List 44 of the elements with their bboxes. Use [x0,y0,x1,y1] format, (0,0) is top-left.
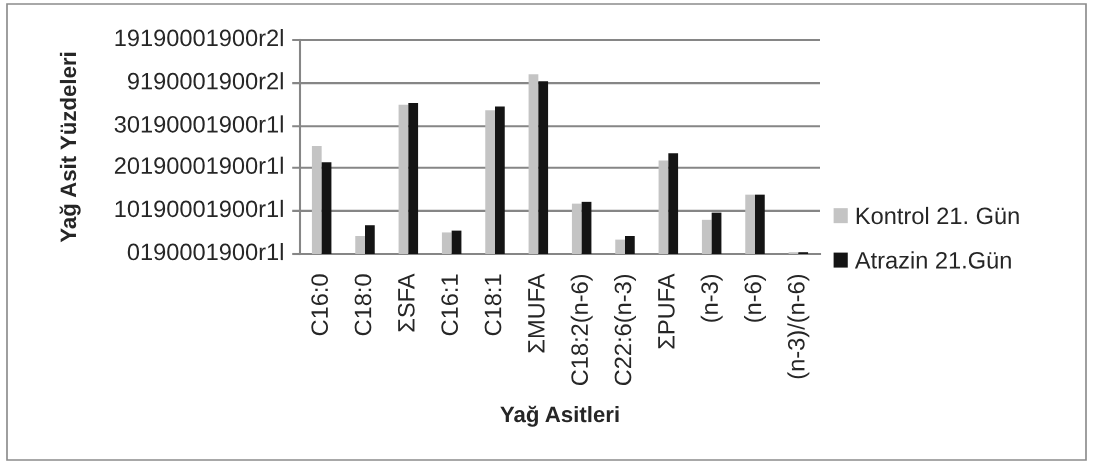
bar [398,104,409,254]
bar [528,74,539,254]
bar [441,232,452,254]
bar [615,239,625,254]
ref-line-label: 10190001900r1l [115,199,283,218]
x-tick-label: C22:6(n-3) [613,274,636,386]
legend-label: Atrazin 21.Gün [854,251,1011,269]
bar [745,194,755,254]
bar [485,110,495,254]
bar [495,106,505,254]
legend-label: Kontrol 21. Gün [856,206,1019,225]
ref-line-label: 30190001900r1l [114,115,283,133]
bar [321,162,332,254]
x-tick-label: ΣMUFA [528,273,545,353]
bar [755,194,765,254]
bar [711,212,722,254]
text: 0190001900r1l [127,243,283,261]
text: Yağ Asit Yüzdeleri [59,52,81,243]
x-tick-label: C18:0 [354,274,372,336]
bar [311,146,322,254]
bar [538,81,549,254]
x-tick-label: C16:1 [441,274,458,336]
bar [668,153,679,254]
bar [581,201,592,254]
x-tick-label: ΣPUFA [658,273,675,349]
bar [625,236,635,254]
x-axis-title: Yağ Asitleri [500,405,619,427]
ref-line-label: 19190001900r2l [115,29,283,47]
x-tick-label: (n-6) [743,274,766,322]
x-tick-label: (n-3)/(n-6) [787,274,810,379]
x-tick-label: C18:1 [484,274,502,336]
bar [658,160,669,254]
x-tick-label: ΣSFA [397,273,415,332]
x-tick-label: C18:2(n-6) [570,274,593,386]
x-tick-label: C16:0 [311,274,328,336]
bar [355,236,365,254]
ref-line-label: 20190001900r1l [114,156,283,175]
x-tick-label: (n-3) [700,274,723,322]
bar [451,230,462,254]
bar [701,219,712,254]
bar [408,102,419,254]
ref-line-label: 9190001900r2l [127,72,283,90]
bar [365,225,375,254]
bar [571,203,582,254]
